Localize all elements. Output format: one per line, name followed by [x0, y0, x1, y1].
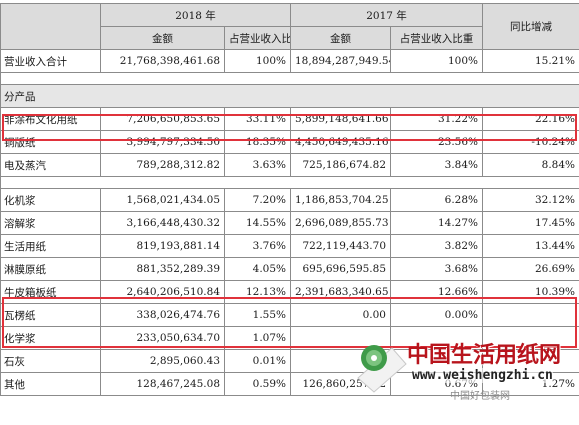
watermark-subtitle: 中国好包装网 — [450, 391, 510, 402]
watermark-url: www.weishengzhi.cn — [412, 368, 553, 383]
share-2017: 23.56% — [390, 130, 483, 154]
share-2018: 18.35% — [224, 130, 291, 154]
amount-2018: 819,193,881.14 — [100, 234, 225, 258]
amount-2018: 7,206,650,853.65 — [100, 107, 225, 131]
share-2018: 14.55% — [224, 211, 291, 235]
amount-2018: 3,166,448,430.32 — [100, 211, 225, 235]
share-2018: 33.11% — [224, 107, 291, 131]
share-2017: 3.82% — [390, 234, 483, 258]
amount-2018: 1,568,021,434.05 — [100, 188, 225, 212]
header-share-2017: 占营业收入比重 — [390, 26, 483, 50]
yoy-change — [482, 303, 579, 327]
yoy-change: 8.84% — [482, 153, 579, 177]
yoy-change: -10.24% — [482, 130, 579, 154]
row-label: 石灰 — [0, 349, 101, 373]
table-row: 牛皮箱板纸 2,640,206,510.84 12.13% 2,391,683,… — [0, 280, 579, 304]
row-label: 其他 — [0, 372, 101, 396]
share-2017: 14.27% — [390, 211, 483, 235]
yoy-change: 13.44% — [482, 234, 579, 258]
header-row-cols: 金额 占营业收入比重 金额 占营业收入比重 — [1, 26, 579, 50]
watermark: 中国生活用纸网 www.weishengzhi.cn 中国好包装网 — [352, 334, 579, 414]
row-label: 牛皮箱板纸 — [0, 280, 101, 304]
spacer-row — [0, 176, 579, 189]
header-yoy: 同比增减 — [482, 3, 579, 50]
amount-2018: 233,050,634.70 — [100, 326, 225, 350]
amount-2017: 695,696,595.85 — [290, 257, 391, 281]
amount-2018: 3,994,797,334.50 — [100, 130, 225, 154]
yoy-change: 26.69% — [482, 257, 579, 281]
amount-2018: 2,895,060.43 — [100, 349, 225, 373]
share-2017: 100% — [390, 49, 483, 73]
row-label: 非涂布文化用纸 — [0, 107, 101, 131]
row-label: 瓦楞纸 — [0, 303, 101, 327]
yoy-change: 10.39% — [482, 280, 579, 304]
row-label: 淋膜原纸 — [0, 257, 101, 281]
share-2018: 1.55% — [224, 303, 291, 327]
share-2017: 0.00% — [390, 303, 483, 327]
table-row: 溶解浆 3,166,448,430.32 14.55% 2,696,089,85… — [0, 211, 579, 235]
row-label: 生活用纸 — [0, 234, 101, 258]
table-row: 铜版纸 3,994,797,334.50 18.35% 4,450,649,43… — [0, 130, 579, 154]
table-row: 非涂布文化用纸 7,206,650,853.65 33.11% 5,899,14… — [0, 107, 579, 131]
yoy-change: 15.21% — [482, 49, 579, 73]
amount-2017: 2,391,683,340.65 — [290, 280, 391, 304]
amount-2018: 2,640,206,510.84 — [100, 280, 225, 304]
yoy-change: 22.16% — [482, 107, 579, 131]
amount-2017: 5,899,148,641.66 — [290, 107, 391, 131]
section-label: 分产品 — [0, 84, 579, 108]
amount-2017: 725,186,674.82 — [290, 153, 391, 177]
row-label: 电及蒸汽 — [0, 153, 101, 177]
header-2018: 2018 年 — [100, 3, 291, 27]
row-label: 化机浆 — [0, 188, 101, 212]
share-2018: 0.59% — [224, 372, 291, 396]
amount-2018: 338,026,474.76 — [100, 303, 225, 327]
share-2017: 3.84% — [390, 153, 483, 177]
share-2018: 7.20% — [224, 188, 291, 212]
amount-2018: 789,288,312.82 — [100, 153, 225, 177]
paper-roll-logo-icon — [357, 345, 407, 393]
table-row: 其他 128,467,245.08 0.59% 126,860,257.72 0… — [0, 372, 579, 396]
row-label: 铜版纸 — [0, 130, 101, 154]
amount-2017: 2,696,089,855.73 — [290, 211, 391, 235]
header-2017: 2017 年 — [290, 3, 483, 27]
row-label: 营业收入合计 — [0, 49, 101, 73]
share-2018: 1.07% — [224, 326, 291, 350]
share-2018: 3.63% — [224, 153, 291, 177]
share-2017: 12.66% — [390, 280, 483, 304]
section-row: 分产品 — [0, 84, 579, 108]
row-label: 化学浆 — [0, 326, 101, 350]
header-blank — [0, 3, 101, 50]
share-2017: 6.28% — [390, 188, 483, 212]
table-row: 生活用纸 819,193,881.14 3.76% 722,119,443.70… — [0, 234, 579, 258]
share-2018: 0.01% — [224, 349, 291, 373]
amount-2018: 881,352,289.39 — [100, 257, 225, 281]
watermark-title: 中国生活用纸网 — [407, 343, 562, 368]
amount-2017: 4,450,649,435.16 — [290, 130, 391, 154]
share-2018: 4.05% — [224, 257, 291, 281]
table-row: 电及蒸汽 789,288,312.82 3.63% 725,186,674.82… — [0, 153, 579, 177]
amount-2018: 21,768,398,461.68 — [100, 49, 225, 73]
yoy-change: 32.12% — [482, 188, 579, 212]
header-share-2018: 占营业收入比重 — [224, 26, 291, 50]
spacer-row — [0, 72, 579, 85]
table-row: 淋膜原纸 881,352,289.39 4.05% 695,696,595.85… — [0, 257, 579, 281]
table-row: 瓦楞纸 338,026,474.76 1.55% 0.00 0.00% — [0, 303, 579, 327]
header-row-years: 2018 年 2017 年 同比增减 — [0, 3, 579, 50]
total-row: 营业收入合计 21,768,398,461.68 100% 18,894,287… — [0, 49, 579, 73]
amount-2017: 18,894,287,949.54 — [290, 49, 391, 73]
share-2017: 31.22% — [390, 107, 483, 131]
header-amount-2018: 金额 — [100, 26, 225, 50]
share-2018: 3.76% — [224, 234, 291, 258]
share-2018: 100% — [224, 49, 291, 73]
header-amount-2017: 金额 — [290, 26, 391, 50]
yoy-change: 17.45% — [482, 211, 579, 235]
table-row: 化机浆 1,568,021,434.05 7.20% 1,186,853,704… — [0, 188, 579, 212]
row-label: 溶解浆 — [0, 211, 101, 235]
amount-2017: 0.00 — [290, 303, 391, 327]
amount-2017: 1,186,853,704.25 — [290, 188, 391, 212]
amount-2017: 722,119,443.70 — [290, 234, 391, 258]
share-2018: 12.13% — [224, 280, 291, 304]
amount-2018: 128,467,245.08 — [100, 372, 225, 396]
share-2017: 3.68% — [390, 257, 483, 281]
